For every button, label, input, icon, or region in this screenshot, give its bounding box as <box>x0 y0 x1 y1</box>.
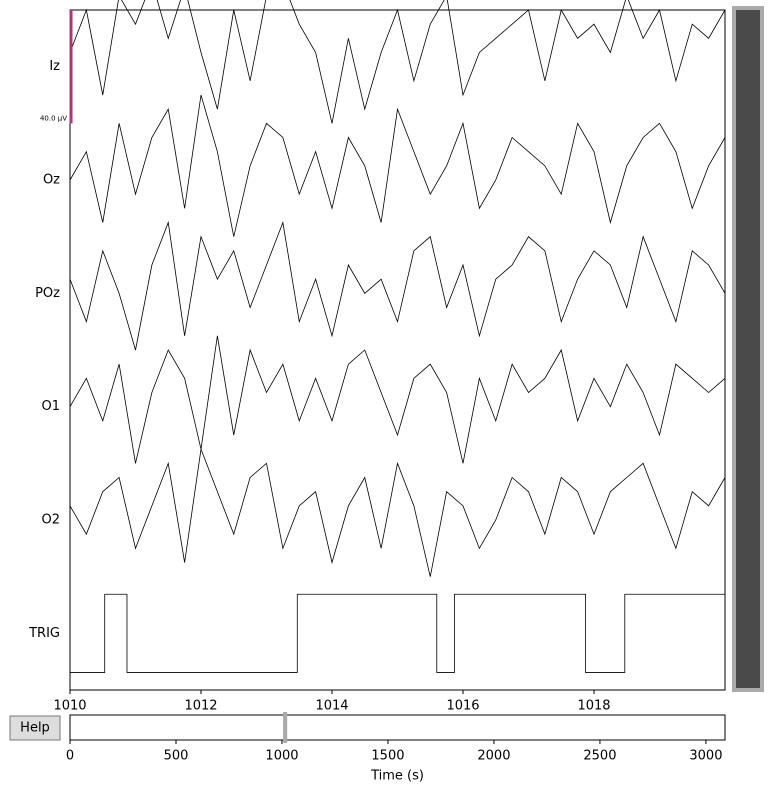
x-tick-label: 500 <box>164 749 189 764</box>
channel-label: O2 <box>41 513 60 528</box>
channel-label: POz <box>35 286 60 301</box>
x-tick-label: 3000 <box>689 749 722 764</box>
channel-label: O1 <box>41 399 60 414</box>
channel-label: TRIG <box>28 626 60 641</box>
scrollbar[interactable] <box>732 6 764 692</box>
x-tick-label: 2500 <box>583 749 616 764</box>
channel-label: Oz <box>43 173 60 188</box>
trace <box>69 447 726 577</box>
x-tick-label: 1016 <box>446 699 479 714</box>
overview-frame <box>69 714 726 741</box>
x-tick-label: 1012 <box>184 699 217 714</box>
x-axis-label: Time (s) <box>370 769 424 784</box>
help-label[interactable]: Help <box>20 721 50 736</box>
trace <box>70 593 725 673</box>
x-tick-label: 1010 <box>53 699 86 714</box>
trace <box>69 94 726 237</box>
x-tick-label: 0 <box>66 749 74 764</box>
trace <box>69 0 726 124</box>
help-button[interactable] <box>9 715 61 741</box>
x-tick-label: 1500 <box>371 749 404 764</box>
trace <box>69 220 726 351</box>
x-tick-label: 1014 <box>315 699 348 714</box>
scalebar-label: 40.0 µV <box>40 114 67 122</box>
trace <box>69 335 726 464</box>
x-tick-label: 2000 <box>477 749 510 764</box>
x-tick-label: 1000 <box>265 749 298 764</box>
x-tick-label: 1018 <box>577 699 610 714</box>
channel-label: Iz <box>49 59 60 74</box>
view-window <box>283 712 288 743</box>
